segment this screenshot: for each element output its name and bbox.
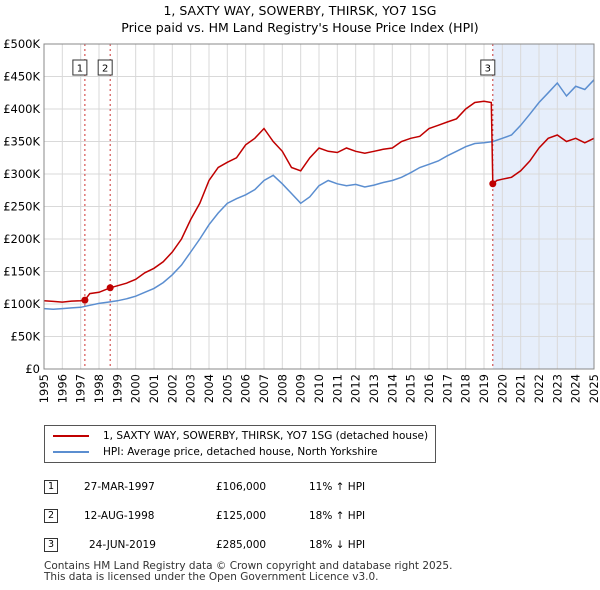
x-tick-label: 2010 [312,374,326,403]
footer: Contains HM Land Registry data © Crown c… [44,561,452,583]
x-tick-label: 2000 [129,374,143,403]
x-tick-label: 2014 [385,374,399,403]
y-tick-label: £350K [3,135,40,149]
sale-point [489,180,497,188]
x-tick-label: 2018 [459,374,473,403]
x-tick-label: 1999 [110,374,124,403]
legend-item-hpi: HPI: Average price, detached house, Nort… [53,444,378,460]
plot-frame [43,43,595,370]
x-tick-label: 2017 [440,374,454,403]
x-tick-label: 2002 [165,374,179,403]
sale-price: £285,000 [216,538,267,551]
sale-price: £106,000 [216,480,267,493]
x-tick-label: 2001 [147,374,161,403]
title-line-1: 1, SAXTY WAY, SOWERBY, THIRSK, YO7 1SG [163,3,437,18]
y-tick-label: £400K [3,102,40,116]
x-tick-label: 2024 [569,374,583,403]
y-tick-label: £100K [3,297,40,311]
sale-hpi-change: 11% ↑ HPI [309,480,366,493]
x-tick-label: 2016 [422,374,436,403]
x-tick-label: 2015 [404,374,418,403]
legend-swatch-hpi [53,451,89,453]
chart-title: 1, SAXTY WAY, SOWERBY, THIRSK, YO7 1SG P… [0,2,600,36]
sale-date: 27-MAR-1997 [84,480,155,493]
x-tick-label: 2019 [477,374,491,403]
legend: 1, SAXTY WAY, SOWERBY, THIRSK, YO7 1SG (… [44,425,436,463]
x-tick-label: 2022 [532,374,546,403]
x-tick-label: 2004 [202,374,216,403]
y-axis-labels: £0 £50K £100K £150K £200K £250K £300K £350K £400… [3,37,40,376]
sale-price: £125,000 [216,509,267,522]
sale-hpi-change: 18% ↑ HPI [309,509,366,522]
x-tick-label: 2025 [587,374,600,403]
sale-date: 24-JUN-2019 [89,538,156,551]
x-axis-labels: 1995 1996 1997 1998 1999 2000 2001 2002 2003 2004… [37,374,600,403]
x-tick-label: 2020 [495,374,509,403]
x-tick-label: 2007 [257,374,271,403]
x-tick-label: 1996 [55,374,69,403]
x-tick-label: 2003 [184,374,198,403]
legend-swatch-property [53,435,89,437]
price-chart: 1 2 3 £0 £50K £100K £150K £200K £250K £300K £350K… [3,37,600,403]
y-tick-label: £300K [3,167,40,181]
sale-box-label: 1 [77,64,83,75]
y-tick-label: £0 [25,362,40,376]
x-tick-label: 2011 [330,374,344,403]
y-tick-label: £500K [3,37,40,51]
sale-marker-3: 3 [44,537,58,552]
footer-licence: This data is licensed under the Open Gov… [44,571,379,583]
x-tick-label: 1998 [92,374,106,403]
sale-marker-2: 2 [44,508,58,523]
sale-marker-1: 1 [44,479,58,494]
sale-date-markers [84,44,494,369]
x-tick-label: 2012 [349,374,363,403]
x-tick-label: 2009 [294,374,308,403]
legend-label-property: 1, SAXTY WAY, SOWERBY, THIRSK, YO7 1SG (… [103,430,429,442]
x-tick-label: 2006 [239,374,253,403]
y-tick-label: £50K [11,330,41,344]
sale-points [81,180,497,304]
y-tick-label: £250K [3,200,40,214]
sale-box [72,59,88,76]
sale-box-label: 3 [485,64,491,75]
sale-number-boxes: 1 2 3 [72,59,496,76]
table-row: 1 27-MAR-1997 £106,000 11% ↑ HPI [44,472,365,501]
table-row: 3 24-JUN-2019 £285,000 18% ↓ HPI [44,530,365,559]
transactions-table: 1 27-MAR-1997 £106,000 11% ↑ HPI 2 12-AU… [44,472,365,559]
sale-point [106,284,114,292]
x-tick-label: 2008 [275,374,289,403]
x-tick-label: 2021 [514,374,528,403]
sale-box-label: 2 [102,64,108,75]
x-tick-label: 2005 [220,374,234,403]
sale-point [81,296,89,304]
x-tick-label: 2023 [550,374,564,403]
x-tick-label: 2013 [367,374,381,403]
sale-hpi-change: 18% ↓ HPI [309,538,366,551]
sale-date: 12-AUG-1998 [84,509,155,522]
sale-box [97,59,113,76]
hpi-series-line [43,79,595,310]
y-tick-label: £200K [3,232,40,246]
x-tick-label: 1997 [74,374,88,403]
legend-item-property: 1, SAXTY WAY, SOWERBY, THIRSK, YO7 1SG (… [53,428,428,444]
table-row: 2 12-AUG-1998 £125,000 18% ↑ HPI [44,501,365,530]
sale-box [480,59,496,76]
y-tick-label: £150K [3,265,40,279]
property-series-line [43,100,595,303]
title-line-2: Price paid vs. HM Land Registry's House … [121,20,479,35]
y-tick-label: £450K [3,70,40,84]
footer-copyright: Contains HM Land Registry data © Crown c… [44,560,453,572]
x-tick-label: 1995 [37,374,51,403]
legend-label-hpi: HPI: Average price, detached house, Nort… [103,446,378,458]
